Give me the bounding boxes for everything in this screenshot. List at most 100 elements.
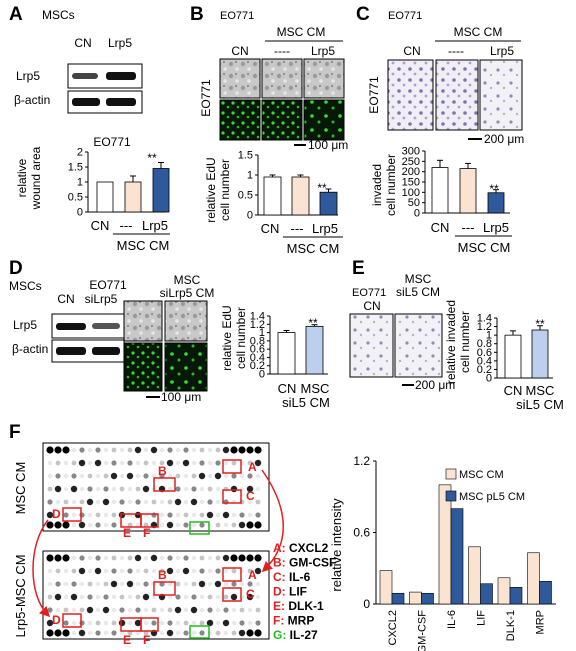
array-spot bbox=[47, 581, 53, 587]
chart-f-legend: MSC CM MSC pL5 CM bbox=[445, 468, 525, 503]
chart-e-xlabel-msc: MSC bbox=[526, 383, 555, 398]
spot-c-bottom: C bbox=[246, 587, 255, 601]
array-spot bbox=[143, 620, 149, 626]
chart-b-ylabel-1: relative EdU bbox=[204, 157, 218, 222]
array-spot bbox=[238, 446, 246, 454]
panel-b-cell-title: EO771 bbox=[220, 10, 254, 22]
array-spot bbox=[103, 630, 109, 636]
array-spot bbox=[159, 460, 165, 466]
chart-f-bar bbox=[480, 583, 493, 605]
chart-b-ytick-label: 0 bbox=[247, 210, 253, 222]
array-spot bbox=[230, 593, 238, 601]
array-spot bbox=[191, 512, 197, 518]
array-spot bbox=[63, 499, 69, 505]
array-spot bbox=[198, 472, 206, 480]
array-spot bbox=[159, 630, 165, 636]
array-spot bbox=[87, 512, 93, 518]
array-spot bbox=[151, 512, 157, 518]
array-spot bbox=[111, 630, 117, 636]
array-spot bbox=[175, 512, 181, 518]
array-spot bbox=[175, 568, 181, 574]
array-spot bbox=[231, 630, 237, 636]
array-spot bbox=[111, 607, 117, 613]
array-spot bbox=[87, 555, 93, 561]
array-spot bbox=[135, 499, 141, 505]
array-spot bbox=[230, 485, 238, 493]
array-spot bbox=[70, 593, 78, 601]
legend-label-msc-pl5-cm: MSC pL5 CM bbox=[459, 491, 525, 503]
array-spot bbox=[246, 629, 254, 637]
array-spot bbox=[255, 607, 261, 613]
array-spot bbox=[222, 511, 230, 519]
chart-b-xlabel-ctrl: --- bbox=[291, 221, 304, 236]
array-spot bbox=[103, 555, 109, 561]
array-spot bbox=[166, 459, 174, 467]
array-spot bbox=[111, 522, 117, 528]
array-spot bbox=[127, 594, 133, 600]
array-spot bbox=[103, 581, 109, 587]
array-top-label: MSC CM bbox=[13, 462, 28, 515]
array-spot bbox=[247, 460, 253, 466]
array-spot bbox=[150, 554, 158, 562]
array-spot bbox=[182, 567, 190, 575]
panel-c-top-label: MSC CM bbox=[454, 25, 503, 39]
array-spot bbox=[223, 581, 229, 587]
array-spot bbox=[167, 447, 173, 453]
panel-letter-e: E bbox=[352, 258, 365, 279]
array-spot bbox=[95, 581, 101, 587]
western-d-lane-silrp5: siLrp5 bbox=[85, 292, 118, 306]
array-spot bbox=[119, 555, 125, 561]
chart-b-group-label: MSC CM bbox=[287, 241, 340, 256]
chart-a-ytick-label: 1.5 bbox=[68, 162, 83, 174]
array-spot bbox=[63, 568, 69, 574]
array-spot bbox=[87, 594, 93, 600]
array-spot bbox=[199, 522, 205, 528]
spot-f-top: F bbox=[143, 526, 150, 540]
array-spot bbox=[239, 512, 245, 518]
chart-e-xlabel-sub: siL5 CM bbox=[516, 397, 564, 412]
western-lane-lrp5: Lrp5 bbox=[108, 36, 132, 50]
array-spot bbox=[127, 568, 133, 574]
array-spot bbox=[151, 620, 157, 626]
array-spot bbox=[143, 460, 149, 466]
legend-swatch-msc-cm bbox=[445, 468, 457, 480]
array-spot bbox=[78, 459, 86, 467]
western-blot-a bbox=[67, 63, 143, 114]
array-spot bbox=[223, 473, 229, 479]
array-spot bbox=[143, 555, 149, 561]
array-spot bbox=[103, 594, 109, 600]
array-spot bbox=[215, 607, 221, 613]
chart-c-ylabel-1: invaded bbox=[370, 164, 384, 206]
array-spot bbox=[63, 581, 69, 587]
array-spot bbox=[166, 567, 174, 575]
chart-f-ytick-label: 1.2 bbox=[353, 454, 370, 468]
array-spot bbox=[255, 499, 261, 505]
array-spot bbox=[54, 446, 62, 454]
array-spot bbox=[254, 459, 262, 467]
array-spot bbox=[63, 607, 69, 613]
array-spot bbox=[79, 555, 85, 561]
array-spot bbox=[255, 512, 261, 518]
array-spot bbox=[62, 521, 70, 529]
array-bottom-label: Lrp5-MSC CM bbox=[13, 554, 28, 637]
array-spot bbox=[222, 554, 230, 562]
chart-d-significance: ** bbox=[308, 316, 318, 330]
array-spot bbox=[166, 521, 174, 529]
array-spot bbox=[207, 486, 213, 492]
array-spot bbox=[79, 473, 85, 479]
array-spot bbox=[47, 568, 53, 574]
chart-e-bar bbox=[504, 334, 522, 379]
spot-d-bottom: D bbox=[52, 613, 61, 627]
array-spot bbox=[222, 446, 230, 454]
array-spot bbox=[127, 460, 133, 466]
array-spot bbox=[159, 607, 165, 613]
array-spot bbox=[134, 554, 142, 562]
spot-b-bottom: B bbox=[158, 568, 167, 582]
array-spot bbox=[119, 630, 125, 636]
array-spot bbox=[254, 567, 262, 575]
chart-d-bar bbox=[305, 325, 324, 375]
array-spot bbox=[215, 522, 221, 528]
array-spot bbox=[191, 581, 197, 587]
array-spot bbox=[215, 620, 221, 626]
array-spot bbox=[71, 620, 77, 626]
